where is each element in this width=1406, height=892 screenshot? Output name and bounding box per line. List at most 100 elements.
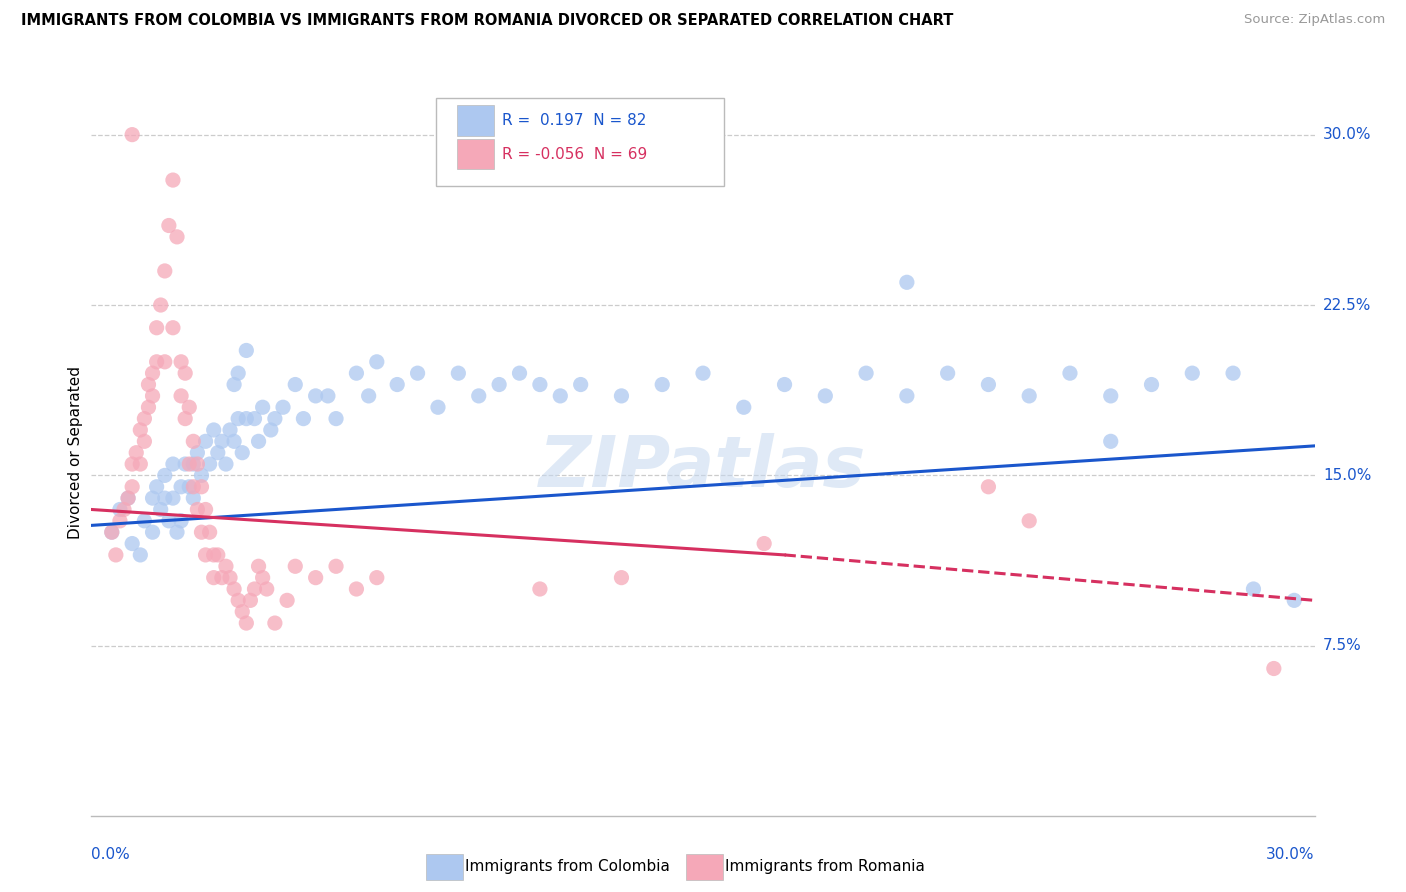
Point: [284, 377, 307, 392]
Point: [194, 502, 217, 516]
Point: [222, 582, 246, 596]
Point: [550, 389, 572, 403]
Point: [284, 559, 307, 574]
Point: [896, 275, 918, 289]
Point: [215, 457, 238, 471]
Point: [198, 525, 221, 540]
Point: [256, 582, 278, 596]
Point: [243, 582, 266, 596]
Point: [814, 389, 837, 403]
Point: [145, 480, 167, 494]
Point: [219, 571, 242, 585]
Point: [162, 491, 184, 505]
Point: [129, 548, 152, 562]
Point: [239, 593, 262, 607]
Point: [125, 445, 148, 460]
Point: [977, 480, 1000, 494]
Point: [202, 423, 225, 437]
Point: [141, 389, 163, 403]
Point: [569, 377, 592, 392]
Point: [104, 548, 127, 562]
Point: [149, 502, 172, 516]
Point: [207, 445, 229, 460]
Point: [243, 411, 266, 425]
Point: [190, 468, 212, 483]
Point: [226, 366, 249, 380]
Point: [385, 377, 409, 392]
Point: [366, 571, 388, 585]
Point: [183, 434, 205, 449]
Point: [179, 401, 201, 415]
Point: [1099, 434, 1122, 449]
Point: [166, 230, 188, 244]
Point: [754, 536, 776, 550]
Point: [235, 343, 257, 358]
Point: [264, 411, 287, 425]
Point: [157, 514, 180, 528]
Text: Immigrants from Colombia: Immigrants from Colombia: [465, 859, 671, 873]
Text: Source: ZipAtlas.com: Source: ZipAtlas.com: [1244, 13, 1385, 27]
Point: [162, 173, 184, 187]
Point: [162, 457, 184, 471]
Point: [651, 377, 673, 392]
Point: [190, 525, 212, 540]
Point: [186, 445, 208, 460]
Point: [222, 434, 246, 449]
Point: [1243, 582, 1265, 596]
Point: [1099, 389, 1122, 403]
Point: [231, 445, 253, 460]
Point: [183, 480, 205, 494]
Point: [157, 219, 180, 233]
Point: [447, 366, 470, 380]
Point: [219, 423, 242, 437]
Point: [134, 514, 156, 528]
Point: [198, 457, 221, 471]
Point: [141, 366, 163, 380]
Point: [406, 366, 429, 380]
Point: [1018, 389, 1040, 403]
Point: [222, 377, 246, 392]
Point: [207, 548, 229, 562]
Text: 15.0%: 15.0%: [1323, 468, 1371, 483]
Point: [773, 377, 796, 392]
Point: [153, 468, 176, 483]
Point: [1018, 514, 1040, 528]
Point: [488, 377, 510, 392]
Point: [145, 355, 167, 369]
Point: [141, 525, 163, 540]
Text: R = -0.056  N = 69: R = -0.056 N = 69: [502, 147, 647, 161]
Point: [202, 548, 225, 562]
Point: [260, 423, 283, 437]
Point: [117, 491, 139, 505]
Point: [138, 401, 160, 415]
Point: [149, 298, 172, 312]
Point: [179, 480, 201, 494]
Point: [121, 480, 143, 494]
Point: [1140, 377, 1163, 392]
Point: [226, 411, 249, 425]
Point: [610, 571, 633, 585]
Point: [1282, 593, 1305, 607]
Point: [179, 457, 201, 471]
Point: [170, 355, 193, 369]
Point: [174, 411, 197, 425]
Point: [427, 401, 450, 415]
Text: ZIPatlas: ZIPatlas: [540, 433, 866, 501]
Point: [166, 525, 188, 540]
Point: [117, 491, 139, 505]
Point: [357, 389, 380, 403]
Point: [101, 525, 124, 540]
Point: [467, 389, 491, 403]
Point: [141, 491, 163, 505]
Point: [129, 457, 152, 471]
Text: 30.0%: 30.0%: [1323, 128, 1371, 142]
Point: [153, 355, 176, 369]
Point: [346, 582, 368, 596]
Point: [108, 514, 131, 528]
Point: [170, 480, 193, 494]
Point: [194, 548, 217, 562]
Point: [226, 593, 249, 607]
Point: [211, 571, 233, 585]
Point: [896, 389, 918, 403]
Point: [183, 457, 205, 471]
